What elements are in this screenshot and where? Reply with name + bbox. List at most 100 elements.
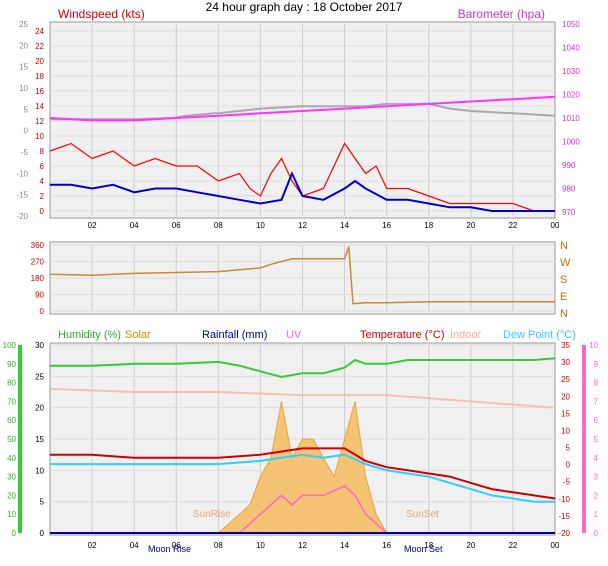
- temperature-y-tick: 10: [561, 426, 570, 435]
- x-tick-label: 04: [130, 541, 139, 550]
- temp-inner-y-tick: 0: [40, 529, 45, 538]
- x-tick-label: 20: [466, 221, 475, 230]
- compass-label: E: [560, 291, 567, 303]
- temperature-y-tick: -5: [563, 478, 571, 487]
- humidity-y-tick: 100: [3, 341, 17, 350]
- x-tick-label: 10: [256, 221, 265, 230]
- compass-label: W: [560, 257, 571, 269]
- legend-solar: Solar: [125, 329, 151, 341]
- direction-y-tick: 360: [31, 241, 45, 250]
- humidity-y-tick: 0: [12, 529, 17, 538]
- direction-grid: [50, 244, 555, 312]
- wind-y-tick-inner: 24: [35, 27, 44, 36]
- dew-point-line: [50, 453, 555, 503]
- x-tick-label: 16: [382, 221, 391, 230]
- wind-direction-line: [49, 246, 555, 305]
- direction-y-tick: 180: [31, 274, 45, 283]
- uv-y-tick: 2: [594, 491, 599, 500]
- temperature-y-axis: -20 -15 -10 -5 0 5 10 15 20 25 30 35: [558, 341, 570, 538]
- x-tick-label: 14: [340, 541, 349, 550]
- windspeed-line: [49, 142, 555, 212]
- temperature-y-tick: 35: [561, 341, 570, 350]
- solar-area: [197, 401, 408, 534]
- annotation-sunset: SunSet: [406, 509, 439, 520]
- temp-inner-y-tick: 15: [35, 435, 44, 444]
- x-tick-label: 14: [340, 221, 349, 230]
- x-tick-label: 08: [214, 541, 223, 550]
- legend-humidity: Humidity (%): [58, 329, 121, 341]
- temp-inner-y-tick: 5: [40, 498, 45, 507]
- legend-rainfall: Rainfall (mm): [202, 329, 267, 341]
- wind-y-tick-outer: 10: [19, 84, 28, 93]
- x-tick-label: 20: [466, 541, 475, 550]
- temp-inner-y-tick: 25: [35, 372, 44, 381]
- x-tick-label: 06: [172, 221, 181, 230]
- wind-y-tick-inner: 6: [40, 162, 45, 171]
- wind-y-tick-inner: 14: [35, 102, 44, 111]
- x-tick-label: 16: [382, 541, 391, 550]
- direction-y-tick: 270: [31, 258, 45, 267]
- legend-barometer: Barometer (hpa): [458, 7, 545, 21]
- temperature-y-tick: -10: [558, 495, 570, 504]
- legend-temperature: Temperature (°C): [360, 329, 444, 341]
- wind-y-tick-outer: 0: [24, 127, 29, 136]
- humidity-y-tick: 70: [7, 397, 16, 406]
- wind-y-tick-outer: -20: [16, 212, 28, 221]
- wind-y-tick-inner: 4: [40, 177, 45, 186]
- wind-y-tick-outer: -15: [16, 191, 28, 200]
- annotation-moon-set: Moon Set: [404, 544, 443, 554]
- wind-y-axis-outer: -20 -15 -10 -5 0 5 10 15 20 25: [16, 20, 28, 221]
- barometer-y-axis: 970 980 990 1000 1010 1020 1030 1040 1050: [562, 20, 580, 217]
- baro-y-tick: 1020: [562, 91, 580, 100]
- humidity-y-tick: 20: [7, 491, 16, 500]
- x-tick-label: 12: [298, 221, 307, 230]
- wind-y-tick-inner: 16: [35, 87, 44, 96]
- wind-y-tick-outer: -10: [16, 169, 28, 178]
- uv-y-tick: 9: [594, 360, 599, 369]
- indoor-line: [49, 387, 556, 409]
- x-tick-label: 02: [88, 541, 97, 550]
- temperature-line: [50, 447, 556, 500]
- humidity-axis-bar: [18, 345, 22, 533]
- uv-axis-bar: [582, 345, 586, 533]
- uv-y-tick: 10: [589, 341, 598, 350]
- wind-x-axis: 02 04 06 08 10 12 14 16 18 20 22 00: [88, 221, 560, 230]
- uv-y-tick: 4: [594, 454, 599, 463]
- x-tick-label: 22: [508, 221, 517, 230]
- uv-y-tick: 6: [594, 416, 599, 425]
- wind-y-tick-inner: 8: [40, 147, 45, 156]
- annotation-moon-rise: Moon Rise: [148, 544, 191, 554]
- wind-y-tick-inner: 22: [35, 42, 44, 51]
- x-tick-label: 00: [551, 221, 560, 230]
- baro-y-tick: 1030: [562, 67, 580, 76]
- uv-y-tick: 5: [594, 435, 599, 444]
- x-tick-label: 00: [551, 541, 560, 550]
- direction-y-tick: 90: [35, 291, 44, 300]
- average-wind-line: [50, 170, 555, 212]
- temperature-y-tick: 20: [561, 392, 570, 401]
- temperature-y-tick: 25: [561, 375, 570, 384]
- x-tick-label: 04: [130, 221, 139, 230]
- temp-inner-y-axis: 0 5 10 15 20 25 30: [35, 341, 44, 538]
- temp-inner-y-tick: 10: [35, 466, 44, 475]
- humidity-y-tick: 90: [7, 360, 16, 369]
- humidity-line: [50, 357, 556, 379]
- baro-y-tick: 1000: [562, 138, 580, 147]
- wind-y-tick-inner: 12: [35, 117, 44, 126]
- humidity-y-axis: 0 10 20 30 40 50 60 70 80 90 100: [3, 341, 17, 538]
- wind-y-tick-inner: 10: [35, 132, 44, 141]
- temp-inner-y-tick: 20: [35, 404, 44, 413]
- wind-y-tick-outer: 25: [19, 20, 28, 29]
- x-tick-label: 10: [256, 541, 265, 550]
- baro-y-tick: 1050: [562, 20, 580, 29]
- barometer-line: [49, 95, 556, 122]
- uv-y-axis: 0 1 2 3 4 5 6 7 8 9 10: [589, 341, 598, 538]
- uv-y-tick: 8: [594, 379, 599, 388]
- humidity-y-tick: 30: [7, 473, 16, 482]
- wind-y-tick-inner: 18: [35, 72, 44, 81]
